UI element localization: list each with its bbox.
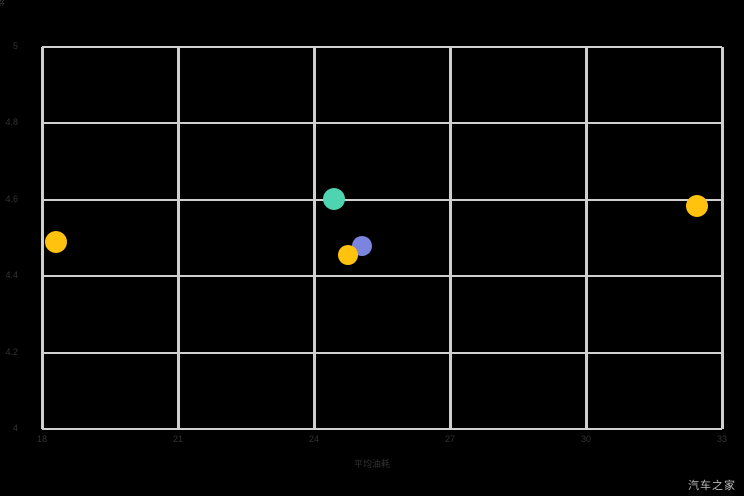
x-axis-title: 平均油耗 bbox=[353, 459, 390, 469]
gridline-horizontal bbox=[42, 46, 722, 48]
x-axis-tick-label: 18 bbox=[36, 434, 47, 444]
y-axis-tick-label: 4.6 bbox=[5, 193, 18, 204]
gridline-horizontal bbox=[42, 275, 722, 278]
gridline-vertical bbox=[721, 47, 724, 429]
gridline-vertical bbox=[177, 47, 180, 429]
y-axis-tick-label: 4.8 bbox=[5, 117, 18, 128]
gridline-horizontal bbox=[42, 351, 722, 354]
watermark-logo: 汽车之家 bbox=[688, 479, 736, 492]
x-axis-tick-label: 27 bbox=[444, 434, 455, 444]
y-axis-tick-label: 4.2 bbox=[5, 346, 18, 357]
data-point-bubble[interactable] bbox=[323, 188, 346, 211]
gridline-horizontal bbox=[42, 122, 722, 125]
x-axis-tick-label: 30 bbox=[580, 434, 591, 444]
gridline-vertical bbox=[313, 47, 316, 429]
y-axis-tick-label: 5 bbox=[12, 41, 18, 51]
y-axis-tick-label: 4 bbox=[12, 423, 18, 433]
y-axis-tick-label: 4.4 bbox=[5, 270, 18, 281]
y-axis-title: 分 bbox=[0, 0, 6, 6]
data-point-bubble[interactable] bbox=[686, 194, 709, 217]
x-axis-tick-label: 33 bbox=[716, 434, 727, 444]
x-axis-tick-label: 24 bbox=[308, 434, 319, 444]
x-axis-tick-label: 21 bbox=[172, 434, 183, 444]
gridline-vertical bbox=[449, 47, 452, 429]
gridline-vertical bbox=[41, 47, 44, 429]
data-point-bubble[interactable] bbox=[44, 230, 67, 253]
data-point-bubble[interactable] bbox=[338, 245, 358, 266]
gridline-horizontal bbox=[42, 428, 722, 430]
gridline-horizontal bbox=[42, 198, 722, 201]
plot-area bbox=[41, 46, 724, 430]
gridline-vertical bbox=[585, 47, 588, 429]
